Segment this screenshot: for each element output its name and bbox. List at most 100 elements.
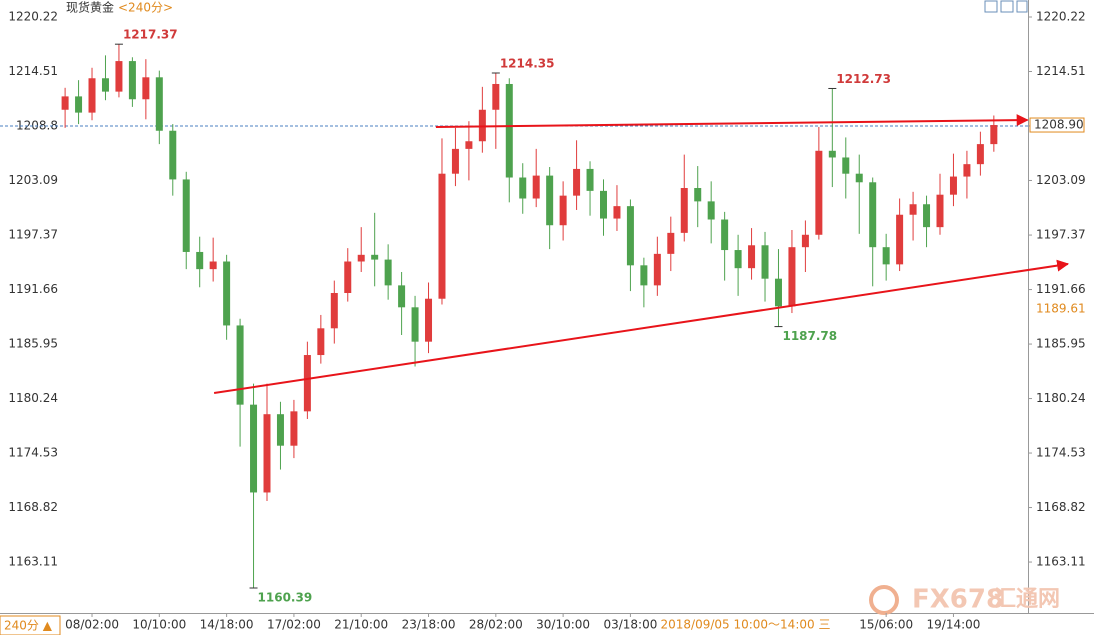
candle-body [748, 245, 756, 269]
y-tick-label: 1191.66 [1036, 282, 1086, 296]
candle-body [236, 325, 244, 405]
y-tick-label-left: 1214.51 [8, 64, 58, 78]
y-tick-label: 1180.24 [1036, 391, 1086, 405]
candle-body [128, 61, 136, 100]
icon[interactable] [1016, 0, 1028, 13]
candle-body [774, 278, 782, 307]
candle-body [680, 188, 688, 233]
candle-body [653, 253, 661, 286]
candle-body [101, 78, 109, 92]
candle-body [613, 206, 621, 219]
crosshair-price: 1189.61 [1036, 302, 1086, 316]
candle-body [707, 201, 715, 220]
chart-title: 现货黄金 [66, 0, 114, 15]
candle-body [88, 78, 96, 113]
candle-body [600, 190, 607, 219]
candle-body [855, 173, 863, 183]
candle-body [882, 247, 890, 265]
candle-body [330, 292, 338, 329]
candle-body [976, 144, 984, 165]
candle-body [721, 219, 729, 251]
candle-body [546, 175, 554, 226]
candle-body [142, 77, 150, 100]
candle-body [519, 177, 527, 199]
candle-body [303, 355, 311, 412]
x-tick-label: 03/18:00 [603, 618, 657, 632]
candle-body [626, 206, 634, 266]
candle-body [949, 176, 957, 195]
period: <240分> [118, 1, 173, 15]
candle-body [532, 175, 540, 199]
candle-body [801, 234, 809, 248]
candle-body [788, 247, 796, 307]
candle-body [815, 150, 823, 235]
y-tick-label-left: 1163.11 [8, 555, 58, 569]
y-tick-label-left: 1180.24 [8, 391, 58, 405]
candle-body [909, 204, 917, 215]
y-tick-label: 1163.11 [1036, 555, 1086, 569]
y-tick-label: 1220.22 [1036, 9, 1086, 23]
candle-body [667, 232, 675, 254]
y-tick-label: 1214.51 [1036, 64, 1086, 78]
candle-body [196, 251, 204, 270]
x-tick-label: 30/10:00 [536, 618, 590, 632]
annotation-label: 1214.35 [500, 57, 555, 71]
annotation-label: 1187.78 [782, 329, 837, 343]
y-tick-label-left: 1203.09 [8, 173, 58, 187]
candle-body [573, 168, 581, 196]
candle-body [398, 285, 406, 308]
trendline [435, 114, 1029, 129]
x-tick-label: 14/18:00 [200, 618, 254, 632]
x-tick-label: 17/02:00 [267, 618, 321, 632]
y-tick-label-left: 1197.37 [8, 228, 58, 242]
candle-body [869, 182, 877, 248]
toolbar-icons[interactable] [984, 0, 1028, 13]
icon[interactable] [984, 0, 998, 13]
candle-body [990, 125, 998, 145]
y-tick-label-left: 1168.82 [8, 500, 58, 514]
watermark-logo [869, 585, 899, 615]
candle-body [155, 77, 163, 131]
candle-body [317, 328, 325, 356]
y-tick-label-left: 1191.66 [8, 282, 58, 296]
candle-body [75, 96, 83, 113]
candle-body [357, 254, 365, 262]
period-button-label[interactable]: 240分 ▲ [4, 619, 53, 633]
y-tick-label: 1197.37 [1036, 228, 1086, 242]
icon[interactable] [1000, 0, 1014, 13]
x-tick-label: 08/02:00 [65, 618, 119, 632]
candle-body [465, 141, 473, 149]
crosshair-time-box [656, 616, 835, 634]
candle-body [209, 261, 217, 270]
candle-body [936, 194, 944, 228]
candle-body [425, 298, 433, 342]
candle-body [276, 414, 284, 446]
candle-body [115, 61, 123, 92]
annotation-label: 1212.73 [836, 72, 891, 86]
candle-body [828, 150, 836, 158]
y-tick-label-left: 1185.95 [8, 337, 58, 351]
x-tick-label: 10/10:00 [132, 618, 186, 632]
y-tick-label: 1185.95 [1036, 337, 1086, 351]
candle-body [923, 204, 931, 228]
candle-body [896, 214, 904, 265]
candle-body [182, 179, 190, 252]
candle-body [734, 250, 742, 269]
y-tick-label: 1203.09 [1036, 173, 1086, 187]
watermark-text: FX678 [912, 585, 1004, 615]
candle-body [61, 96, 69, 110]
candle-body [842, 157, 850, 174]
last-price-box [1029, 117, 1085, 133]
candle-body [586, 168, 594, 191]
candle-body [492, 83, 500, 110]
candle-body [290, 411, 298, 446]
period-button[interactable] [0, 615, 61, 635]
candle-body [263, 414, 271, 493]
watermark-text: 汇通网 [994, 587, 1060, 612]
candle-body [694, 188, 702, 202]
candle-body [223, 261, 231, 326]
candle-body [438, 173, 446, 299]
y-tick-label-left: 1220.22 [8, 9, 58, 23]
